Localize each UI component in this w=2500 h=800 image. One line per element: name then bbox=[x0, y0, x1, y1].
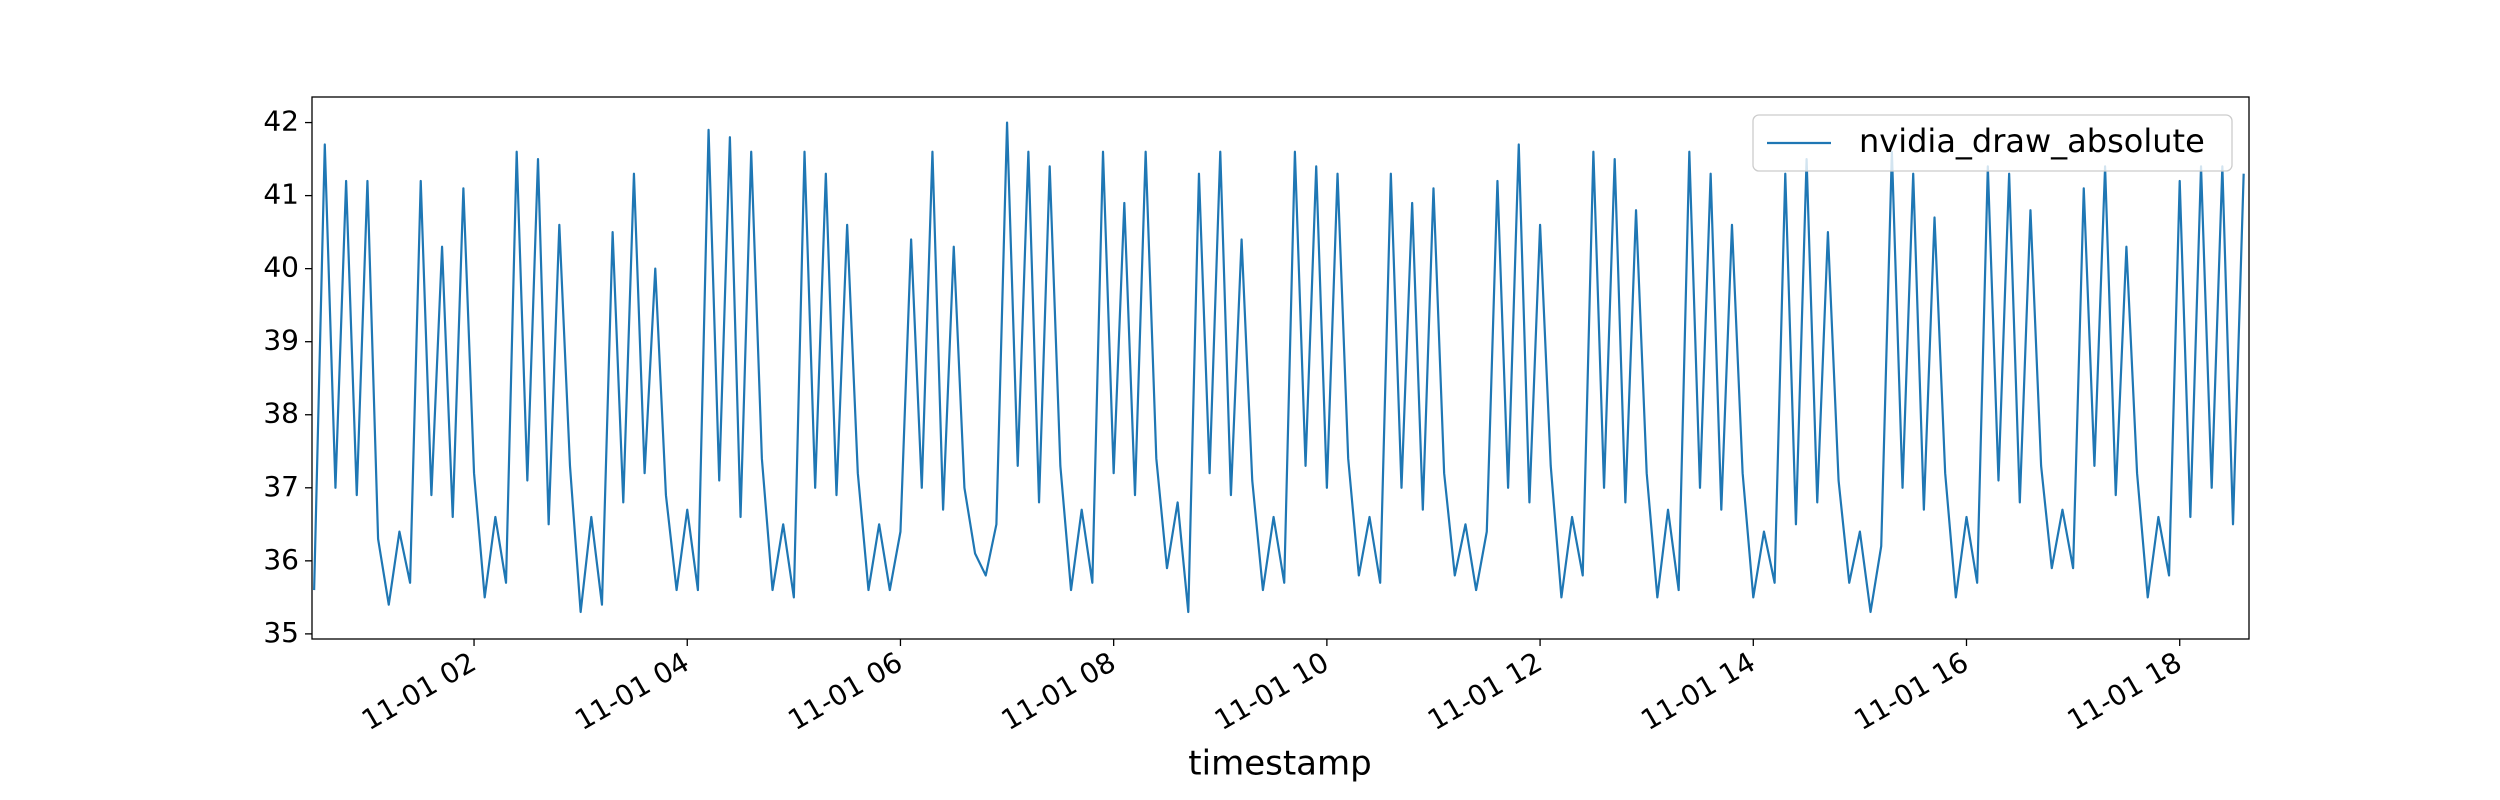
y-tick-label: 35 bbox=[263, 616, 299, 649]
legend-box bbox=[1752, 114, 2233, 172]
x-tick-label: 11-01 08 bbox=[996, 645, 1122, 737]
x-tick-label: 11-01 16 bbox=[1848, 645, 1974, 737]
x-tick-label: 11-01 02 bbox=[356, 645, 482, 737]
y-tick-label: 37 bbox=[263, 470, 299, 503]
x-tick-label: 11-01 14 bbox=[1635, 645, 1761, 737]
x-tick-label: 11-01 06 bbox=[782, 645, 908, 737]
y-tick-label: 36 bbox=[263, 543, 299, 576]
x-axis-label: timestamp bbox=[1188, 744, 1371, 784]
y-tick-label: 40 bbox=[263, 251, 299, 284]
x-tick-label: 11-01 18 bbox=[2062, 645, 2188, 737]
y-tick-label: 42 bbox=[263, 105, 299, 138]
x-tick-label: 11-01 10 bbox=[1209, 645, 1335, 737]
y-tick-label: 41 bbox=[263, 178, 299, 211]
data-line bbox=[313, 121, 2245, 614]
x-tick-label: 11-01 04 bbox=[569, 645, 695, 737]
y-tick-label: 38 bbox=[263, 397, 299, 430]
legend-label: nvidia_draw_absolute bbox=[1859, 122, 2205, 160]
y-tick-label: 39 bbox=[263, 324, 299, 357]
plot-frame bbox=[311, 96, 2250, 640]
x-tick-label: 11-01 12 bbox=[1422, 645, 1548, 737]
